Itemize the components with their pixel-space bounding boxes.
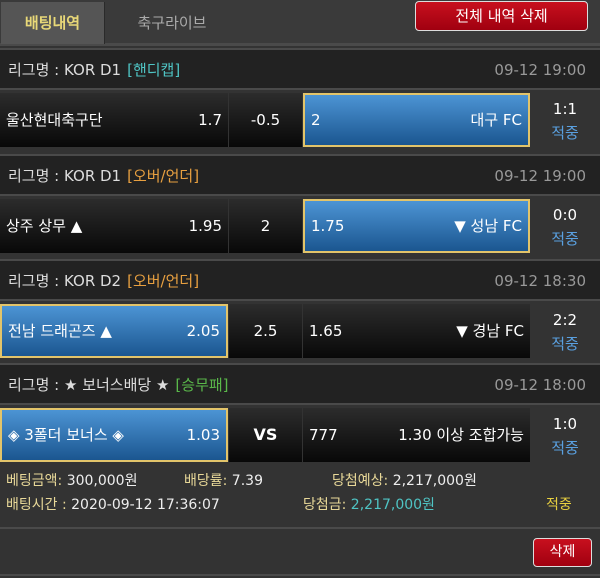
- win-amount-label: 당첨금:: [303, 497, 347, 513]
- league-name: 리그명 : KOR D2: [8, 272, 122, 290]
- away-odds: 1.75: [311, 217, 345, 235]
- bet-time: 2020-09-12 17:36:07: [66, 497, 220, 513]
- league-header: 리그명 : KOR D2 [오버/언더] 09-12 18:30: [0, 259, 600, 301]
- divider: [0, 574, 600, 576]
- score: 0:0: [552, 206, 578, 224]
- handicap-value[interactable]: 2.5: [229, 304, 302, 358]
- bet-group: 리그명 : KOR D2 [오버/언더] 09-12 18:30 전남 드래곤즈 …: [0, 259, 600, 358]
- away-pick[interactable]: 1.65 ▼ 경남 FC: [303, 304, 530, 358]
- bet-amount: 300,000원: [62, 473, 138, 489]
- away-team: ▼ 경남 FC: [456, 322, 524, 340]
- league-name: 리그명 : KOR D1: [8, 167, 122, 185]
- hit-status: 적중: [551, 124, 579, 142]
- league-name: 리그명 : KOR D1: [8, 61, 122, 79]
- handicap-value[interactable]: -0.5: [229, 93, 302, 147]
- match-time: 09-12 18:30: [494, 272, 586, 290]
- score: 1:0: [552, 415, 578, 433]
- tab-bar: 배팅내역 축구라이브 전체 내역 삭제: [0, 0, 600, 46]
- bet-summary: 베팅금액: 300,000원 배당률: 7.39 당첨예상: 2,217,000…: [6, 470, 596, 518]
- match-result: 1:1 적중: [530, 93, 600, 143]
- tab-soccer-live[interactable]: 축구라이브: [137, 14, 207, 32]
- score: 2:2: [552, 311, 578, 329]
- away-team: ▼ 성남 FC: [454, 217, 522, 235]
- tab-betting-history[interactable]: 배팅내역: [1, 2, 105, 44]
- home-pick[interactable]: 울산현대축구단 1.7: [0, 93, 228, 147]
- expected-win: 2,217,000원: [388, 473, 477, 489]
- league-name: 리그명 : ★ 보너스배당 ★: [8, 376, 170, 394]
- bet-result: 적중: [546, 497, 572, 513]
- bet-type: [오버/언더]: [127, 272, 200, 290]
- handicap-value[interactable]: VS: [229, 408, 302, 462]
- away-odds: 1.65: [309, 322, 343, 340]
- hit-status: 적중: [551, 439, 579, 457]
- hit-status: 적중: [551, 335, 579, 353]
- bet-group: 리그명 : ★ 보너스배당 ★ [승무패] 09-12 18:00 ◈ 3폴더 보…: [0, 363, 600, 462]
- odds-label: 배당률:: [184, 473, 228, 489]
- match-time: 09-12 19:00: [494, 61, 586, 79]
- away-team: 1.30 이상 조합가능: [398, 426, 524, 444]
- bet-group: 리그명 : KOR D1 [오버/언더] 09-12 19:00 상주 상무 ▲ …: [0, 154, 600, 253]
- home-team: 전남 드래곤즈 ▲: [8, 322, 112, 340]
- total-odds: 7.39: [227, 473, 263, 489]
- bet-type: [핸디캡]: [127, 61, 181, 79]
- away-pick[interactable]: 2 대구 FC: [303, 93, 530, 147]
- delete-all-button[interactable]: 전체 내역 삭제: [415, 1, 588, 31]
- match-time: 09-12 19:00: [494, 167, 586, 185]
- away-pick[interactable]: 1.75 ▼ 성남 FC: [303, 199, 530, 253]
- handicap-value[interactable]: 2: [229, 199, 302, 253]
- home-pick[interactable]: 전남 드래곤즈 ▲ 2.05: [0, 304, 228, 358]
- home-odds: 1.7: [198, 111, 222, 129]
- bet-group: 리그명 : KOR D1 [핸디캡] 09-12 19:00 울산현대축구단 1.…: [0, 48, 600, 147]
- bet-time-label: 배팅시간 :: [6, 497, 67, 513]
- match-row: 상주 상무 ▲ 1.95 2 1.75 ▼ 성남 FC 0:0 적중: [0, 199, 600, 253]
- home-team: ◈ 3폴더 보너스 ◈: [8, 426, 124, 444]
- bet-type: [오버/언더]: [127, 167, 200, 185]
- match-result: 0:0 적중: [530, 199, 600, 249]
- home-odds: 1.03: [186, 426, 220, 444]
- home-team: 상주 상무 ▲: [6, 217, 83, 235]
- match-row: 울산현대축구단 1.7 -0.5 2 대구 FC 1:1 적중: [0, 93, 600, 147]
- match-row: ◈ 3폴더 보너스 ◈ 1.03 VS 777 1.30 이상 조합가능 1:0…: [0, 408, 600, 462]
- score: 1:1: [552, 100, 578, 118]
- home-pick[interactable]: ◈ 3폴더 보너스 ◈ 1.03: [0, 408, 228, 462]
- league-header: 리그명 : ★ 보너스배당 ★ [승무패] 09-12 18:00: [0, 363, 600, 405]
- league-header: 리그명 : KOR D1 [오버/언더] 09-12 19:00: [0, 154, 600, 196]
- match-result: 2:2 적중: [530, 304, 600, 354]
- match-time: 09-12 18:00: [494, 376, 586, 394]
- win-amount: 2,217,000원: [346, 497, 435, 513]
- expected-label: 당첨예상:: [332, 473, 389, 489]
- bet-type: [승무패]: [175, 376, 229, 394]
- match-result: 1:0 적중: [530, 408, 600, 458]
- away-team: 대구 FC: [470, 111, 522, 129]
- match-row: 전남 드래곤즈 ▲ 2.05 2.5 1.65 ▼ 경남 FC 2:2 적중: [0, 304, 600, 358]
- bet-amount-label: 베팅금액:: [6, 473, 63, 489]
- home-pick[interactable]: 상주 상무 ▲ 1.95: [0, 199, 228, 253]
- away-odds: 2: [311, 111, 321, 129]
- hit-status: 적중: [551, 230, 579, 248]
- divider: [0, 527, 600, 529]
- away-odds: 777: [309, 426, 338, 444]
- home-odds: 2.05: [186, 322, 220, 340]
- home-odds: 1.95: [188, 217, 222, 235]
- home-team: 울산현대축구단: [6, 111, 103, 129]
- delete-button[interactable]: 삭제: [533, 538, 592, 567]
- league-header: 리그명 : KOR D1 [핸디캡] 09-12 19:00: [0, 48, 600, 90]
- away-pick[interactable]: 777 1.30 이상 조합가능: [303, 408, 530, 462]
